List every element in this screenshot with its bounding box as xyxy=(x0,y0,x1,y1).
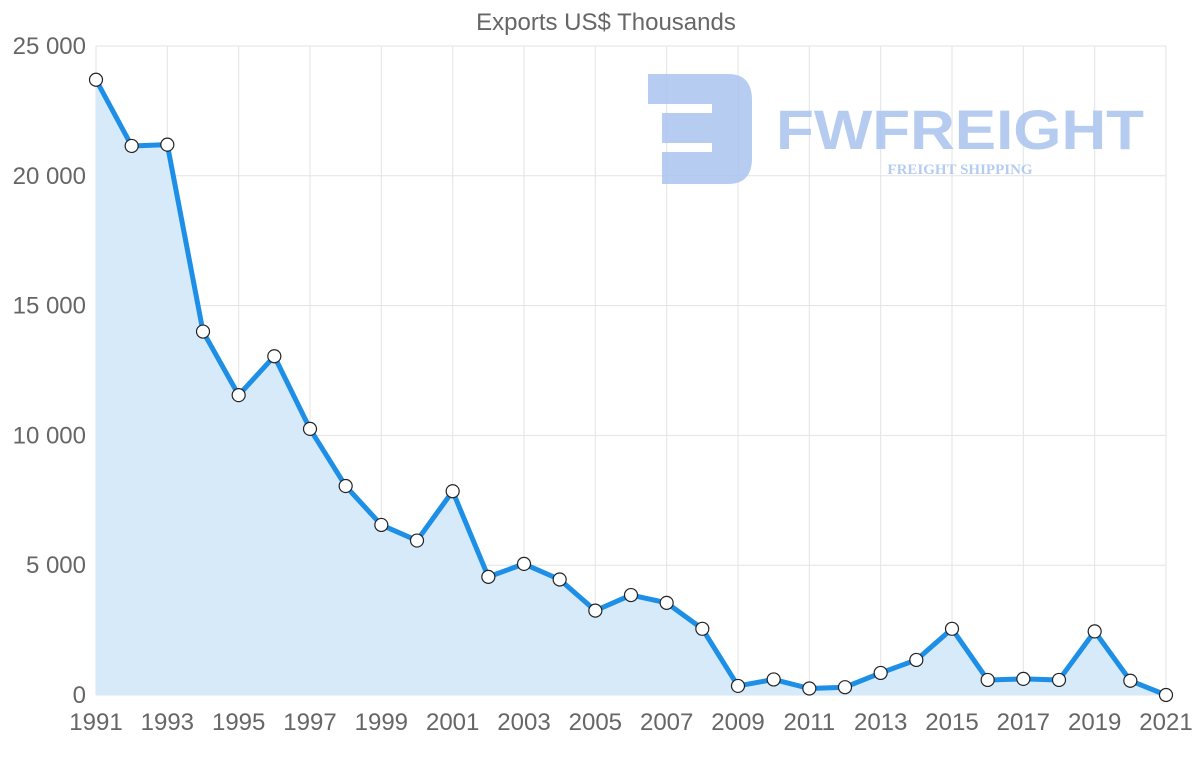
data-point-2019 xyxy=(1087,624,1102,639)
data-point-2015 xyxy=(944,621,960,636)
data-point-2004 xyxy=(552,572,567,587)
x-tick-label: 1993 xyxy=(141,709,194,736)
x-tick-label: 2001 xyxy=(426,709,479,736)
x-tick-label: 1997 xyxy=(283,709,336,736)
x-tick-label: 2011 xyxy=(784,709,836,736)
x-tick-label: 2019 xyxy=(1068,709,1121,736)
data-point-1997 xyxy=(302,421,318,437)
x-tick-label: 2015 xyxy=(925,709,978,736)
data-point-2020 xyxy=(1123,673,1138,688)
series-area-fill xyxy=(96,79,1166,695)
data-point-1999 xyxy=(374,517,389,533)
data-point-1996 xyxy=(267,349,282,364)
x-tick-label: 2021 xyxy=(1139,709,1192,736)
x-tick-label: 2013 xyxy=(854,709,907,736)
chart-title: Exports US$ Thousands xyxy=(476,9,736,36)
data-point-1992 xyxy=(124,138,139,154)
data-point-2012 xyxy=(837,680,853,695)
x-axis-ticks: 1991 1993 1995 1997 1999 2001 2003 2005 2007 2009… xyxy=(69,709,1192,736)
data-point-1995 xyxy=(231,388,246,403)
x-tick-label: 2007 xyxy=(640,709,693,736)
y-tick-label: 0 xyxy=(73,682,86,709)
x-tick-label: 2005 xyxy=(569,709,622,736)
watermark-logo-icon xyxy=(648,74,752,184)
data-point-2002 xyxy=(481,569,496,584)
y-tick-label: 25 000 xyxy=(13,33,86,60)
y-tick-label: 20 000 xyxy=(13,163,86,190)
data-point-2008 xyxy=(695,621,710,636)
y-axis-ticks: 0 5 000 10 000 15 000 20 000 25 000 xyxy=(13,33,86,709)
data-point-2006 xyxy=(623,587,639,603)
data-point-2009 xyxy=(730,678,746,694)
data-point-2017 xyxy=(1016,671,1031,687)
y-tick-label: 10 000 xyxy=(13,422,86,449)
data-point-2001 xyxy=(445,484,460,499)
data-point-2021 xyxy=(1158,687,1174,703)
watermark-tagline: FREIGHT SHIPPING xyxy=(887,162,1032,178)
y-tick-label: 15 000 xyxy=(13,293,86,320)
data-point-2011 xyxy=(802,681,817,696)
data-point-1991 xyxy=(88,72,104,87)
watermark-logo: FWFREIGHT FREIGHT SHIPPING xyxy=(648,74,1144,184)
x-tick-label: 1999 xyxy=(355,709,408,736)
x-tick-label: 2017 xyxy=(997,709,1050,736)
data-point-2013 xyxy=(873,665,888,681)
data-point-2014 xyxy=(909,652,924,668)
data-point-2003 xyxy=(516,556,532,572)
data-point-2007 xyxy=(659,595,674,610)
data-point-1998 xyxy=(338,478,353,494)
x-tick-label: 1995 xyxy=(212,709,265,736)
data-point-1993 xyxy=(160,137,175,152)
data-point-1994 xyxy=(195,324,211,339)
x-tick-label: 2009 xyxy=(711,709,764,736)
watermark-brand: FWFREIGHT xyxy=(776,98,1144,161)
x-tick-label: 1991 xyxy=(69,709,122,736)
data-points xyxy=(88,72,1174,703)
y-tick-label: 5 000 xyxy=(26,552,86,579)
data-point-2018 xyxy=(1051,672,1067,688)
x-tick-label: 2003 xyxy=(497,709,550,736)
data-point-2000 xyxy=(409,533,425,548)
data-point-2005 xyxy=(588,603,603,618)
data-point-2010 xyxy=(766,672,781,687)
data-point-2016 xyxy=(980,672,995,688)
